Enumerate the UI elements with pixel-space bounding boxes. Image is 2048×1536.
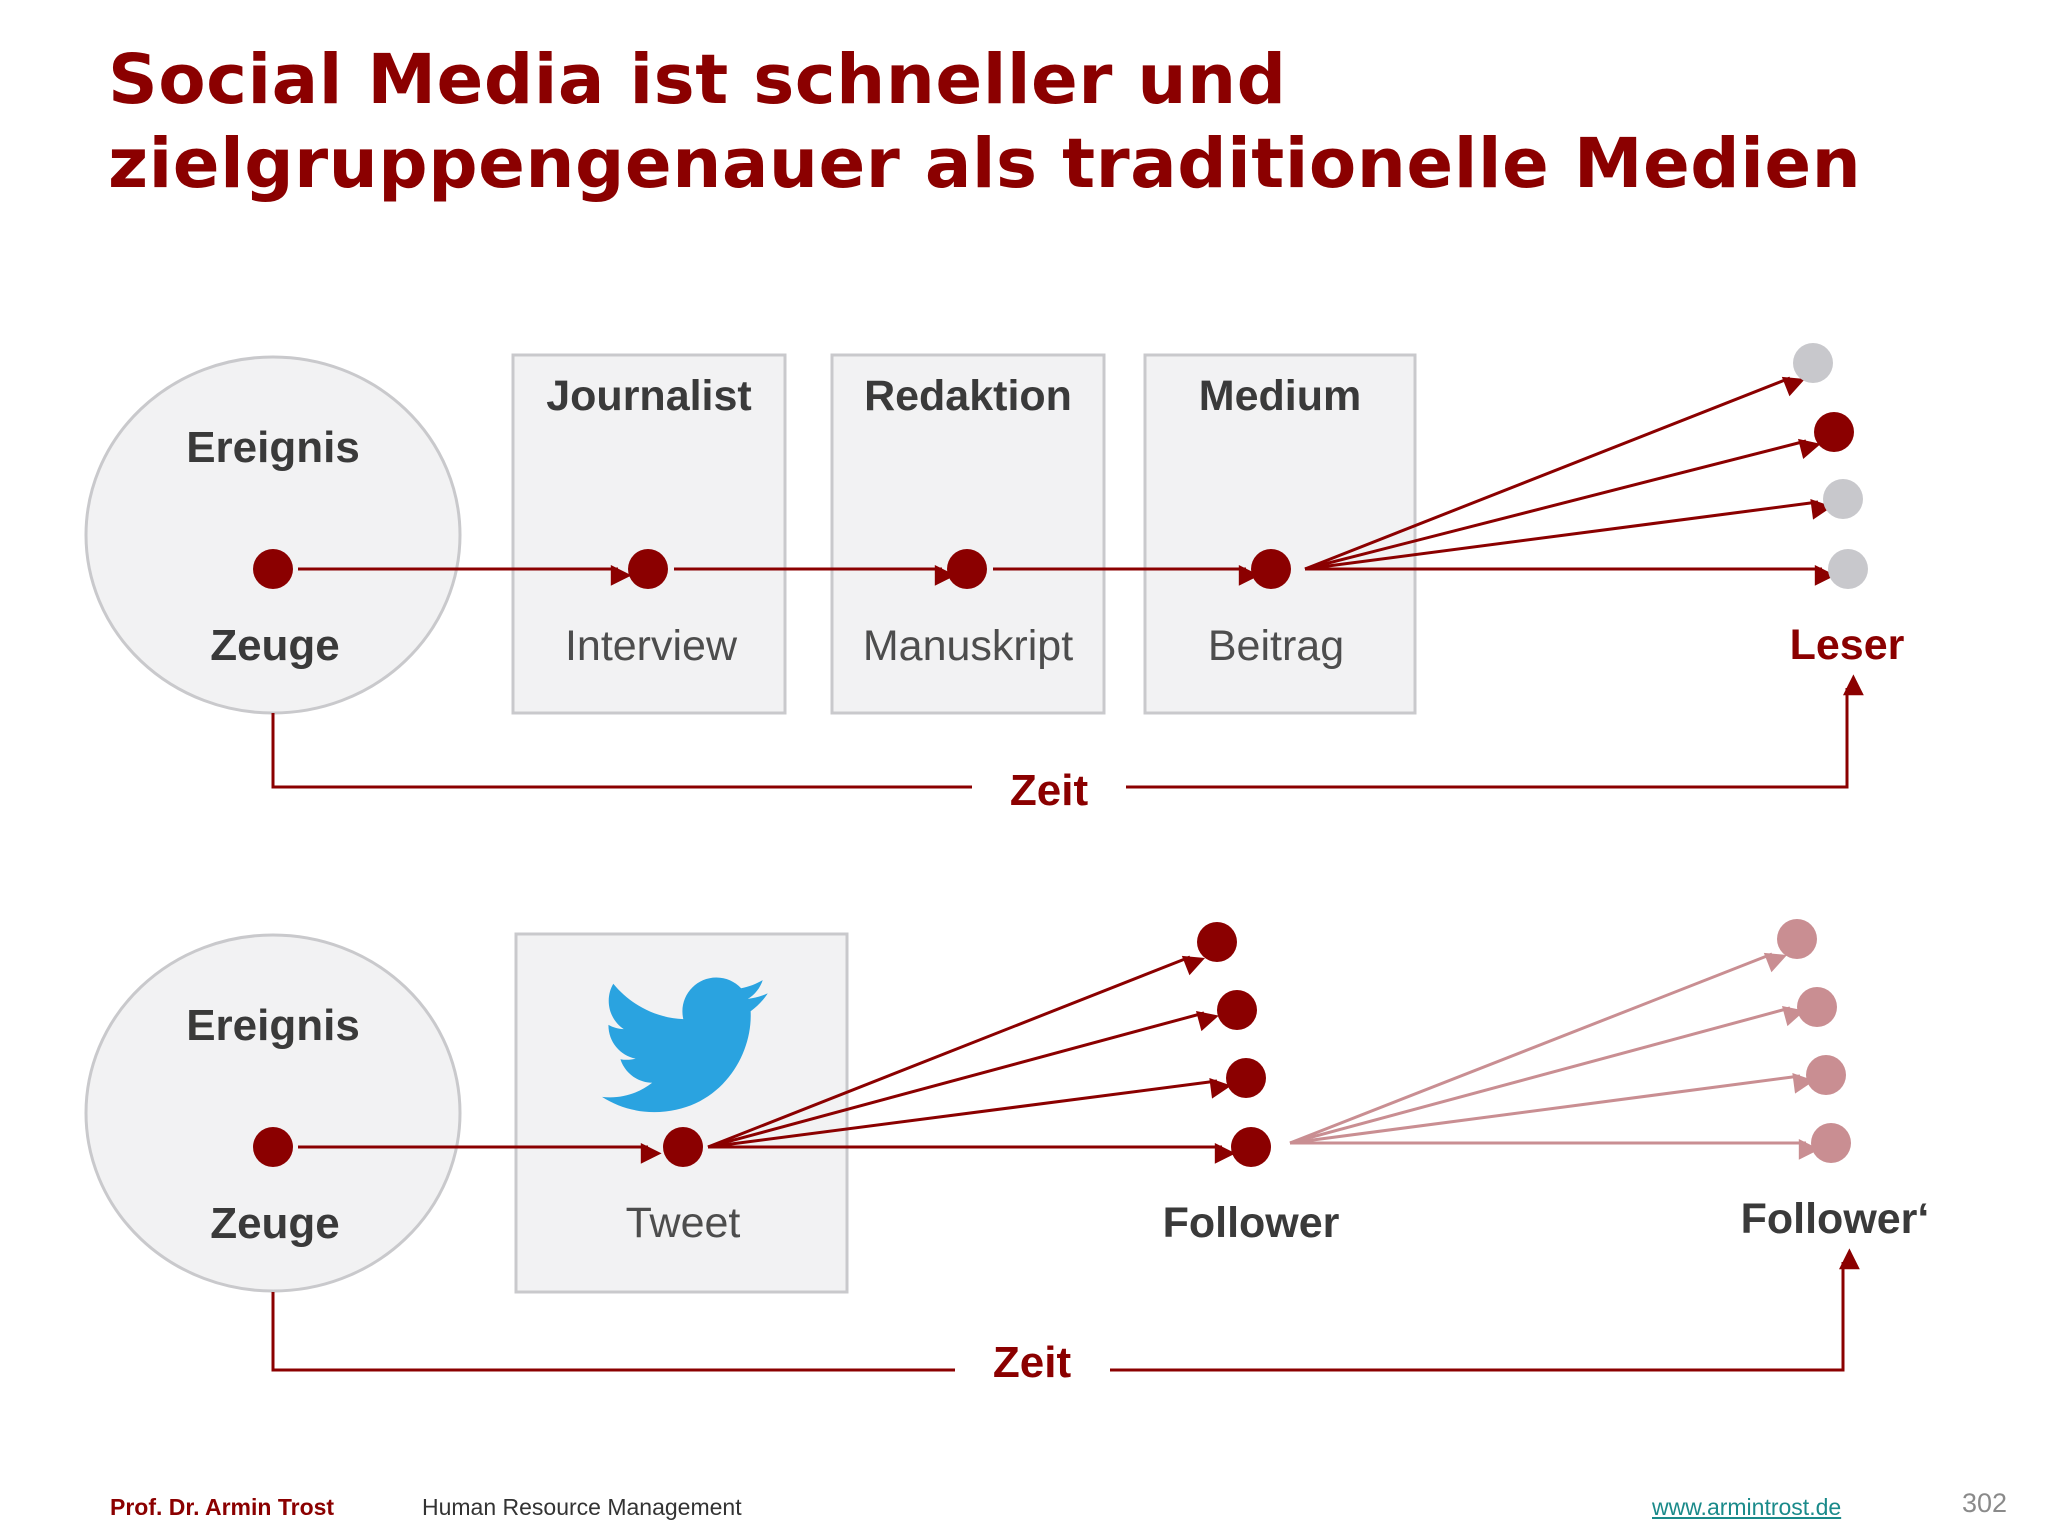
event-circle-social [84, 933, 462, 1293]
arrow-follower-to-follower2-2 [1289, 1006, 1805, 1145]
arrow-follower-to-follower2-1 [1289, 952, 1787, 1145]
editorial-heading: Redaktion [864, 372, 1072, 420]
article-label: Beitrag [1208, 622, 1344, 670]
journalist-heading: Journalist [546, 372, 752, 420]
manuscript-label: Manuskript [863, 622, 1073, 670]
follower-node-4 [1231, 1127, 1271, 1167]
medium-box [1143, 353, 1417, 715]
witness-label-social: Zeuge [210, 1199, 340, 1248]
event-label-social: Ereignis [186, 1001, 360, 1050]
footer-author: Prof. Dr. Armin Trost [110, 1494, 335, 1520]
follower2-node-1 [1777, 919, 1817, 959]
manuscript-node [947, 549, 987, 589]
followers-label: Follower [1163, 1199, 1340, 1247]
tweet-label: Tweet [626, 1199, 741, 1247]
event-label: Ereignis [186, 423, 360, 472]
editorial-box [830, 353, 1106, 715]
time-bracket-left-social [271, 1292, 955, 1372]
reader-node-4 [1828, 549, 1868, 589]
follower2-node-3 [1806, 1055, 1846, 1095]
arrow-article-to-reader-1 [1304, 376, 1805, 571]
follower2-node-4 [1811, 1123, 1851, 1163]
slide-title-line-2: zielgruppengenauer als traditionelle Med… [108, 124, 1862, 204]
twitter-bird-icon [602, 977, 768, 1113]
journalist-box [511, 353, 787, 715]
arrow-tweet-to-follower-2 [707, 1011, 1219, 1149]
time-label-social: Zeit [993, 1338, 1072, 1387]
interview-label: Interview [565, 622, 738, 670]
time-bracket-right [1126, 674, 1864, 789]
time-bracket-right-social [1110, 1248, 1860, 1372]
reader-node-2 [1814, 412, 1854, 452]
reader-node-3 [1823, 479, 1863, 519]
arrow-tweet-to-follower-1 [707, 955, 1205, 1149]
follower-node-1 [1197, 922, 1237, 962]
follower-node-3 [1226, 1058, 1266, 1098]
follower-node-2 [1217, 990, 1257, 1030]
readers-label: Leser [1790, 621, 1905, 669]
witness-node [253, 549, 293, 589]
footer-website-link[interactable]: www.armintrost.de [1652, 1494, 1842, 1520]
footer-course: Human Resource Management [422, 1494, 742, 1520]
medium-heading: Medium [1199, 372, 1361, 420]
reader-node-1 [1793, 343, 1833, 383]
arrow-tweet-to-follower-3 [707, 1077, 1232, 1149]
witness-node-social [253, 1127, 293, 1167]
traditional-media-flow: Ereignis Zeuge Journalist Interview Reda… [84, 343, 1905, 815]
arrow-article-to-reader-3 [1304, 498, 1833, 571]
article-node [1251, 549, 1291, 589]
tweet-node [663, 1127, 703, 1167]
arrow-follower-to-follower2-3 [1289, 1072, 1815, 1145]
time-bracket-left [271, 713, 972, 789]
slide-title: Social Media ist schneller und zielgrupp… [108, 38, 1861, 206]
followers2-label: Follower‘ [1741, 1195, 1930, 1243]
interview-node [628, 549, 668, 589]
witness-label: Zeuge [210, 621, 340, 670]
arrow-article-to-reader-2 [1304, 438, 1821, 571]
follower2-node-2 [1797, 987, 1837, 1027]
time-label-traditional: Zeit [1010, 766, 1089, 815]
slide-title-line-1: Social Media ist schneller und [108, 40, 1287, 120]
social-media-flow: Ereignis Zeuge Tweet Follower Followe [84, 919, 1930, 1387]
page-number: 302 [1962, 1488, 2008, 1518]
